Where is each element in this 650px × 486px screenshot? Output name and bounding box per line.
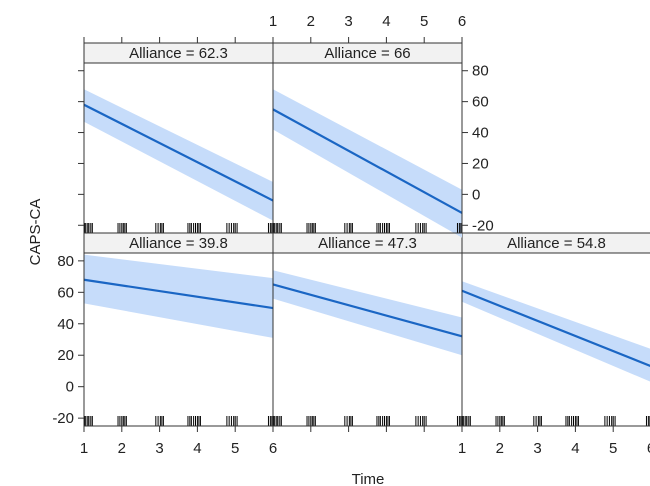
y-axis-title: CAPS-CA xyxy=(27,199,44,266)
x-axis-top-left xyxy=(83,37,274,43)
rug xyxy=(272,223,463,233)
y-axis-left-bottom: -20 0 20 40 60 80 xyxy=(52,253,84,427)
x-tick-label: 2 xyxy=(307,13,315,30)
fit-line xyxy=(272,108,463,214)
rug xyxy=(272,416,463,426)
x-axis-top-middle: 1 2 3 4 5 6 xyxy=(269,13,466,43)
y-tick-label: 80 xyxy=(472,63,489,80)
strip-label: Alliance = 47.3 xyxy=(318,235,417,252)
rug xyxy=(83,223,274,233)
strip-label: Alliance = 54.8 xyxy=(507,235,606,252)
x-tick-label: 6 xyxy=(269,440,277,457)
panel: Alliance = 62.3 xyxy=(83,42,274,234)
x-tick-label: 3 xyxy=(344,13,352,30)
strip-label: Alliance = 62.3 xyxy=(129,45,228,62)
fit-line xyxy=(272,283,463,338)
y-tick-label: 40 xyxy=(57,316,74,333)
rug xyxy=(83,416,274,426)
confidence-band xyxy=(273,270,462,356)
x-tick-label: 3 xyxy=(155,440,163,457)
panel: Alliance = 66 xyxy=(272,42,463,238)
strip-label: Alliance = 66 xyxy=(324,45,410,62)
panel: Alliance = 39.8 xyxy=(83,232,274,427)
y-tick-label: 60 xyxy=(472,94,489,111)
confidence-band xyxy=(84,254,273,338)
strip xyxy=(272,42,463,64)
x-axis-title: Time xyxy=(352,471,385,486)
x-tick-label: 5 xyxy=(609,440,617,457)
x-tick-label: 6 xyxy=(647,440,650,457)
x-tick-label: 2 xyxy=(496,440,504,457)
confidence-band xyxy=(462,281,650,382)
y-tick-label: 20 xyxy=(57,347,74,364)
x-tick-label: 1 xyxy=(80,440,88,457)
y-tick-label: 40 xyxy=(472,125,489,142)
strip xyxy=(461,232,650,254)
x-tick-label: 2 xyxy=(118,440,126,457)
y-tick-label: 80 xyxy=(57,253,74,270)
x-axis-bottom-right: 1 2 3 4 5 6 xyxy=(458,426,650,457)
confidence-band xyxy=(84,89,273,221)
fit-line xyxy=(83,278,274,310)
y-axis-right-top: -20 0 20 40 60 80 xyxy=(462,63,494,234)
y-tick-label: 60 xyxy=(57,284,74,301)
x-tick-label: 3 xyxy=(533,440,541,457)
rug xyxy=(461,416,650,426)
panel: Alliance = 54.8 xyxy=(461,232,650,427)
x-tick-label: 4 xyxy=(382,13,390,30)
x-tick-label: 1 xyxy=(458,440,466,457)
strip-label: Alliance = 39.8 xyxy=(129,235,228,252)
fit-line xyxy=(83,103,274,202)
x-tick-label: 5 xyxy=(231,440,239,457)
axes-layer: 1 2 3 4 5 6 1 2 3 4 5 6 1 2 3 4 5 6 -20 0 20 40 60 80 -20 0 20 40 60… xyxy=(52,13,650,457)
x-tick-label: 5 xyxy=(420,13,428,30)
y-axis-left-top xyxy=(78,70,84,226)
confidence-band xyxy=(273,89,462,238)
panel: Alliance = 47.3 xyxy=(272,232,463,427)
panels-layer: Alliance = 39.8 Alliance = 47.3 Alliance =… xyxy=(83,42,650,427)
fit-line xyxy=(461,289,650,368)
y-tick-label: 0 xyxy=(472,186,480,203)
y-tick-label: -20 xyxy=(52,410,74,427)
x-tick-label: 1 xyxy=(269,13,277,30)
x-tick-label: 4 xyxy=(571,440,579,457)
x-tick-label: 4 xyxy=(193,440,201,457)
x-tick-label: 6 xyxy=(458,13,466,30)
x-axis-bottom-left: 1 2 3 4 5 6 xyxy=(80,426,277,457)
y-tick-label: 0 xyxy=(66,379,74,396)
y-tick-label: -20 xyxy=(472,217,494,234)
x-axis-bottom-middle xyxy=(272,426,463,432)
y-tick-label: 20 xyxy=(472,155,489,172)
